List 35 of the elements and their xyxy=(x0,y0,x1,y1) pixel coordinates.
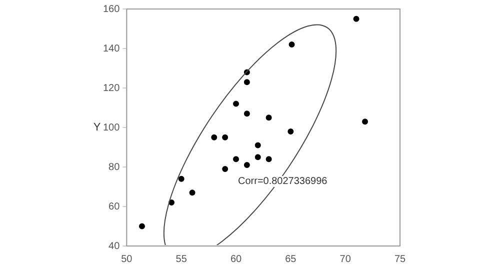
y-axis-title: Y xyxy=(93,122,102,134)
x-tick-label: 65 xyxy=(285,254,297,265)
point xyxy=(288,42,295,48)
point xyxy=(211,134,218,140)
point xyxy=(189,190,196,196)
x-tick-label: 55 xyxy=(176,254,188,265)
y-tick-label: 60 xyxy=(108,201,120,212)
point xyxy=(254,142,261,148)
point xyxy=(222,166,228,172)
x-tick-label: 75 xyxy=(394,254,406,265)
point xyxy=(288,128,294,134)
x-tick-label: 60 xyxy=(230,254,242,265)
point xyxy=(222,134,228,140)
y-tick-label: 100 xyxy=(102,122,120,134)
point xyxy=(244,110,250,117)
point xyxy=(266,156,272,162)
point xyxy=(362,118,368,125)
x-tick-label: 50 xyxy=(121,254,133,265)
x-tick-label: 70 xyxy=(340,254,352,265)
point xyxy=(178,176,184,182)
point xyxy=(233,156,240,162)
point xyxy=(168,200,175,206)
y-tick-label: 120 xyxy=(102,82,120,94)
y-tick-label: 40 xyxy=(108,240,120,252)
y-tick-label: 80 xyxy=(108,162,120,173)
y-tick-label: 140 xyxy=(102,43,120,54)
point xyxy=(244,79,250,86)
point xyxy=(233,100,240,107)
point xyxy=(254,154,261,160)
point xyxy=(138,223,145,230)
y-tick-label: 160 xyxy=(102,4,120,15)
point xyxy=(266,114,272,121)
annotation: Corr=0.8027336996 xyxy=(236,176,330,187)
point xyxy=(244,162,250,168)
point xyxy=(353,16,360,22)
